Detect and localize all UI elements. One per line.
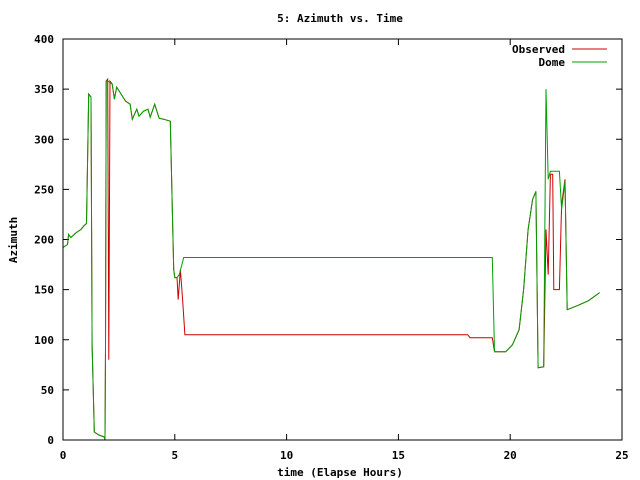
y-tick-label: 200 [34, 234, 54, 247]
x-axis-label: time (Elapse Hours) [277, 466, 403, 479]
series-line-dome [62, 80, 600, 441]
series-line-observed [62, 77, 600, 441]
series-group [62, 77, 600, 441]
chart-title: 5: Azimuth vs. Time [277, 12, 403, 25]
x-tick-label: 15 [392, 449, 405, 462]
legend-label-observed: Observed [512, 43, 565, 56]
legend-label-dome: Dome [539, 56, 566, 69]
y-tick-label: 100 [34, 334, 54, 347]
y-tick-label: 0 [47, 434, 54, 447]
plot-frame [62, 38, 623, 441]
y-tick-label: 300 [34, 133, 54, 146]
y-tick-label: 50 [41, 384, 54, 397]
x-tick-label: 10 [280, 449, 293, 462]
y-tick-label: 150 [34, 284, 54, 297]
x-tick-label: 5 [171, 449, 178, 462]
y-tick-label: 350 [34, 83, 54, 96]
x-tick-label: 20 [504, 449, 517, 462]
x-tick-label: 0 [60, 449, 67, 462]
y-tick-label: 400 [34, 33, 54, 46]
x-tick-label: 25 [615, 449, 628, 462]
y-tick-label: 250 [34, 183, 54, 196]
y-axis-label: Azimuth [7, 217, 20, 263]
